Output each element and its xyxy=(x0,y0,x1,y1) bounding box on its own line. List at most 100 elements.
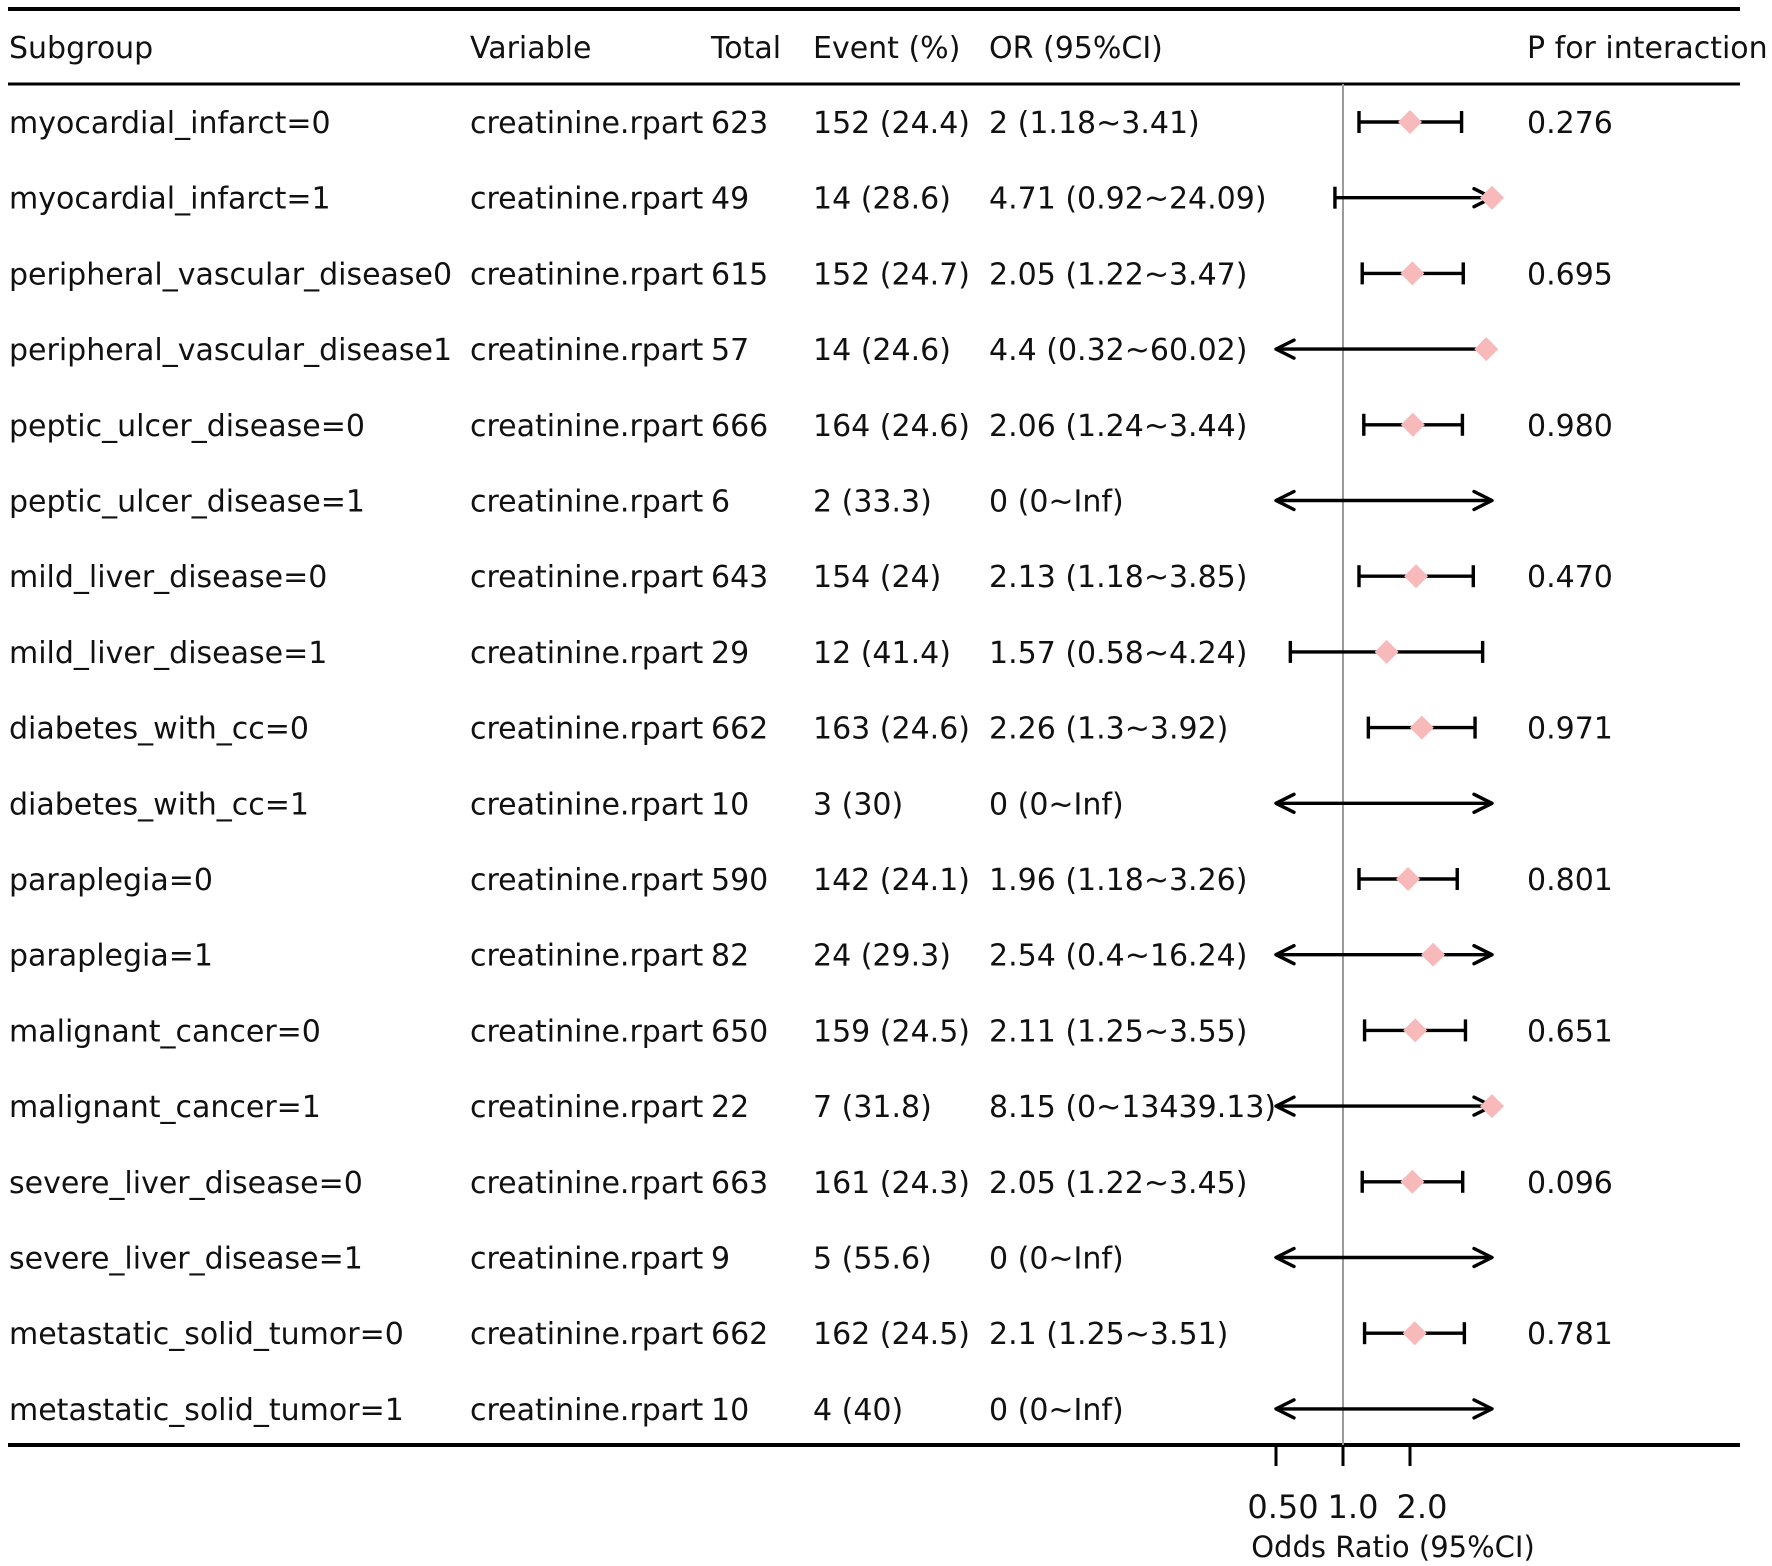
row-total: 623 xyxy=(711,106,768,141)
row-p-interaction: 0.980 xyxy=(1527,409,1613,444)
header-event: Event (%) xyxy=(813,31,960,66)
ci-arrow-left xyxy=(1274,1246,1296,1269)
ci-mark xyxy=(1274,1094,1504,1119)
ci-mark xyxy=(1274,1246,1494,1269)
table-row: paraplegia=1 creatinine.rpart 82 24 (29.3) 2… xyxy=(9,939,1494,974)
or-point-marker xyxy=(1404,564,1429,589)
table-row: diabetes_with_cc=1 creatinine.rpart 10 3 (3… xyxy=(9,787,1494,822)
row-total: 615 xyxy=(711,257,768,292)
row-event: 4 (40) xyxy=(813,1393,903,1428)
or-point-marker xyxy=(1374,639,1399,664)
row-total: 650 xyxy=(711,1014,768,1049)
or-point-marker xyxy=(1421,942,1446,967)
table-row: diabetes_with_cc=0 creatinine.rpart 662 163… xyxy=(9,712,1613,747)
table-row: peripheral_vascular_disease0 creatinine.r… xyxy=(9,257,1613,292)
table-row: severe_liver_disease=0 creatinine.rpart 66… xyxy=(9,1166,1613,1201)
table-row: peripheral_vascular_disease1 creatinine.r… xyxy=(9,333,1499,368)
ci-mark xyxy=(1362,1018,1468,1043)
row-or-ci: 2.26 (1.3~3.92) xyxy=(989,712,1228,747)
ci-mark xyxy=(1362,412,1465,437)
row-variable: creatinine.rpart xyxy=(470,1166,704,1201)
x-axis-title: Odds Ratio (95%CI) xyxy=(1251,1530,1535,1564)
row-total: 590 xyxy=(711,863,768,898)
row-total: 662 xyxy=(711,712,768,747)
ci-mark xyxy=(1274,792,1494,814)
x-axis: 0.50 1.0 2.0 Odds Ratio (95%CI) xyxy=(1247,1447,1535,1564)
row-total: 663 xyxy=(711,1166,768,1201)
row-subgroup: peripheral_vascular_disease1 xyxy=(9,333,452,368)
header-or: OR (95%CI) xyxy=(989,31,1163,66)
row-variable: creatinine.rpart xyxy=(470,636,704,671)
row-variable: creatinine.rpart xyxy=(470,485,704,520)
ci-arrow-left xyxy=(1274,792,1296,814)
row-or-ci: 2 (1.18~3.41) xyxy=(989,106,1200,141)
row-subgroup: peripheral_vascular_disease0 xyxy=(9,257,452,292)
row-total: 22 xyxy=(711,1090,749,1125)
row-or-ci: 2.05 (1.22~3.45) xyxy=(989,1166,1247,1201)
ci-mark xyxy=(1274,1398,1494,1420)
row-or-ci: 2.06 (1.24~3.44) xyxy=(989,409,1247,444)
ci-mark xyxy=(1362,1321,1467,1346)
row-total: 643 xyxy=(711,560,768,595)
table-header: Subgroup Variable Total Event (%) OR (95… xyxy=(9,31,1768,66)
table-row: mild_liver_disease=0 creatinine.rpart 643 1… xyxy=(9,560,1613,595)
row-p-interaction: 0.470 xyxy=(1527,560,1613,595)
table-row: myocardial_infarct=1 creatinine.rpart 49 14… xyxy=(9,182,1504,217)
or-point-marker xyxy=(1400,261,1425,286)
row-event: 162 (24.5) xyxy=(813,1317,970,1352)
ci-mark xyxy=(1360,1169,1465,1194)
ci-mark xyxy=(1274,337,1499,362)
row-variable: creatinine.rpart xyxy=(470,182,704,217)
row-event: 14 (24.6) xyxy=(813,333,951,368)
row-event: 142 (24.1) xyxy=(813,863,970,898)
row-subgroup: peptic_ulcer_disease=1 xyxy=(9,485,365,520)
table-row: malignant_cancer=1 creatinine.rpart 22 7 (3… xyxy=(9,1090,1504,1125)
ci-mark xyxy=(1274,942,1494,967)
row-subgroup: diabetes_with_cc=1 xyxy=(9,787,309,822)
or-point-marker xyxy=(1400,1169,1425,1194)
row-p-interaction: 0.651 xyxy=(1527,1014,1613,1049)
row-event: 152 (24.4) xyxy=(813,106,970,141)
ci-mark xyxy=(1333,185,1504,210)
row-p-interaction: 0.096 xyxy=(1527,1166,1613,1201)
table-row: peptic_ulcer_disease=0 creatinine.rpart 66… xyxy=(9,409,1613,444)
row-event: 159 (24.5) xyxy=(813,1014,970,1049)
ci-mark xyxy=(1288,639,1485,664)
table-row: metastatic_solid_tumor=1 creatinine.rpart… xyxy=(9,1393,1494,1428)
row-or-ci: 0 (0~Inf) xyxy=(989,485,1124,520)
ci-mark xyxy=(1357,564,1476,589)
row-subgroup: paraplegia=1 xyxy=(9,939,213,974)
row-or-ci: 4.71 (0.92~24.09) xyxy=(989,182,1267,217)
x-axis-tick-label: 0.50 xyxy=(1247,1488,1318,1526)
row-subgroup: paraplegia=0 xyxy=(9,863,213,898)
x-axis-tick-label: 2.0 xyxy=(1397,1488,1448,1526)
table-row: paraplegia=0 creatinine.rpart 590 142 (24.1… xyxy=(9,863,1613,898)
row-or-ci: 2.54 (0.4~16.24) xyxy=(989,939,1247,974)
row-p-interaction: 0.781 xyxy=(1527,1317,1613,1352)
or-point-marker xyxy=(1409,715,1434,740)
row-total: 10 xyxy=(711,1393,749,1428)
row-event: 12 (41.4) xyxy=(813,636,951,671)
row-event: 154 (24) xyxy=(813,560,941,595)
row-total: 57 xyxy=(711,333,749,368)
table-row: severe_liver_disease=1 creatinine.rpart 9 5… xyxy=(9,1242,1494,1277)
or-point-marker xyxy=(1480,1094,1504,1119)
row-total: 82 xyxy=(711,939,749,974)
ci-arrow-left xyxy=(1274,944,1296,966)
row-variable: creatinine.rpart xyxy=(470,560,704,595)
table-body: myocardial_infarct=0 creatinine.rpart 623 1… xyxy=(9,106,1613,1428)
ci-arrow-left xyxy=(1274,1095,1296,1117)
header-subgroup: Subgroup xyxy=(9,31,153,66)
ci-arrow-left xyxy=(1274,489,1296,512)
ci-mark xyxy=(1357,867,1459,891)
header-variable: Variable xyxy=(470,31,591,66)
row-or-ci: 0 (0~Inf) xyxy=(989,1242,1124,1277)
ci-arrow-left xyxy=(1274,1398,1296,1420)
header-total: Total xyxy=(710,31,781,66)
ci-arrow-right xyxy=(1472,792,1494,814)
row-variable: creatinine.rpart xyxy=(470,1393,704,1428)
table-row: malignant_cancer=0 creatinine.rpart 650 159… xyxy=(9,1014,1613,1049)
row-or-ci: 2.13 (1.18~3.85) xyxy=(989,560,1247,595)
ci-arrow-right xyxy=(1472,489,1494,512)
row-event: 5 (55.6) xyxy=(813,1242,932,1277)
